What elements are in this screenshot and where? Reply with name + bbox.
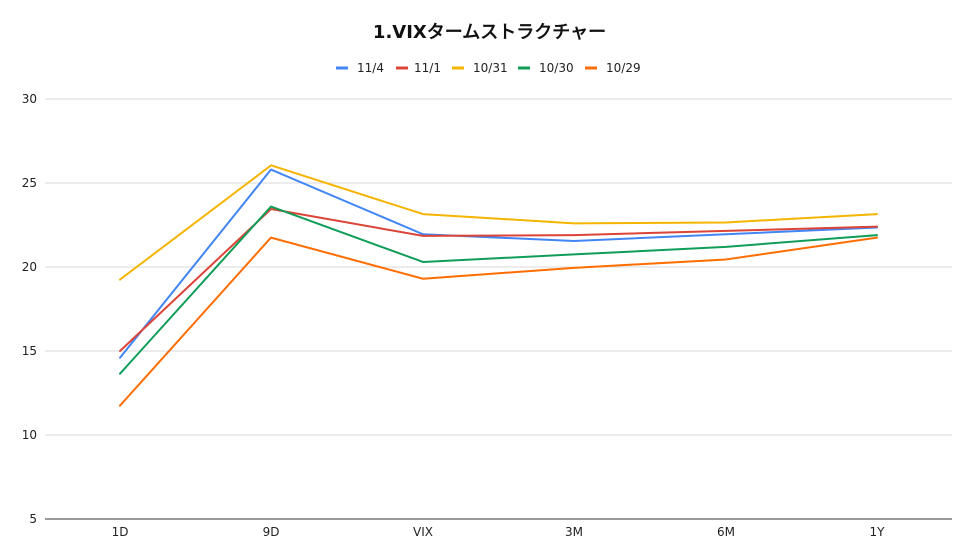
x-tick-label: 3M [565,525,583,539]
series-line-10-30 [119,205,878,375]
series-line-11-1 [119,208,878,352]
legend-item: 10/30 [518,61,574,75]
legend-label: 10/30 [539,61,574,75]
series-line-11-4 [119,168,878,359]
series [119,164,878,407]
legend-label: 10/29 [606,61,641,75]
legend-label: 11/4 [357,61,384,75]
legend: 11/4 11/1 10/31 10/30 10/29 [336,61,641,75]
legend-item: 10/31 [452,61,508,75]
x-tick-label: 1Y [870,525,886,539]
chart-title: 1.VIXタームストラクチャー [373,22,606,43]
legend-item: 11/4 [336,61,384,75]
y-tick-label: 5 [29,512,37,526]
legend-label: 11/1 [414,61,441,75]
series-line-10-29 [119,236,878,407]
y-tick-label: 30 [22,92,37,106]
x-tick-label: 6M [717,525,735,539]
series-line-10-31 [119,164,878,281]
legend-item: 10/29 [585,61,641,75]
legend-label: 10/31 [473,61,508,75]
y-tick-label: 10 [22,428,37,442]
x-tick-label: 9D [263,525,280,539]
axes: 5 10 15 20 25 30 1D 9D VIX 3M 6M 1Y [22,92,952,539]
x-tick-label: VIX [413,525,433,539]
y-tick-label: 15 [22,344,37,358]
y-tick-label: 25 [22,176,37,190]
grid [45,98,952,436]
legend-item: 11/1 [396,61,441,75]
x-tick-label: 1D [112,525,129,539]
y-tick-label: 20 [22,260,37,274]
